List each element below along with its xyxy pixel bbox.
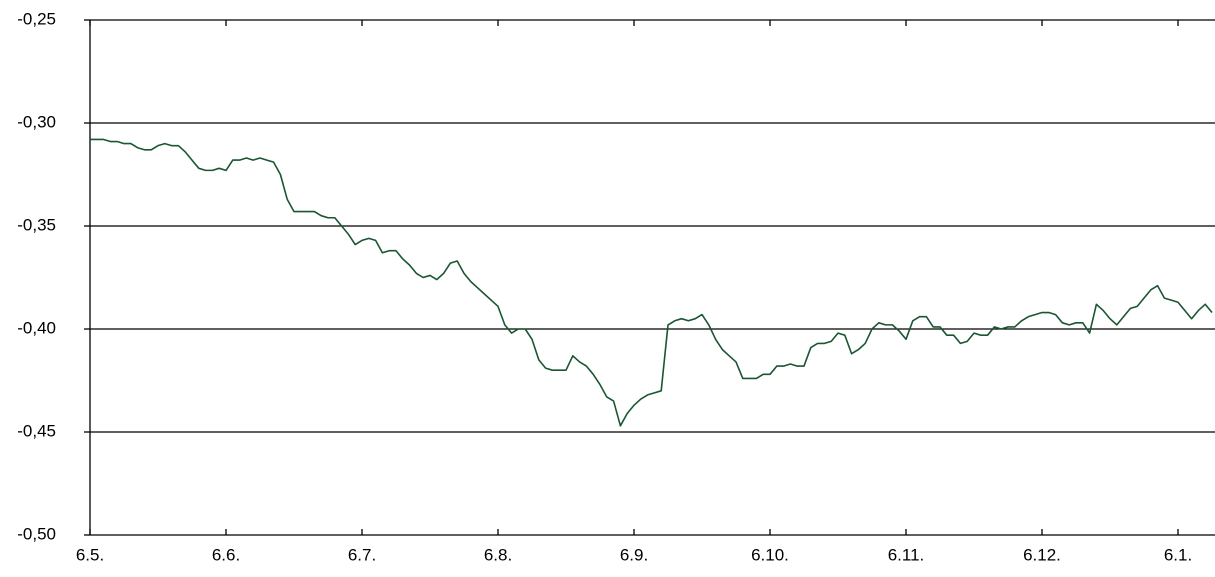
- y-tick-label: -0,25: [17, 9, 56, 28]
- x-tick-label: 6.8.: [484, 545, 512, 564]
- y-tick-label: -0,30: [17, 112, 56, 131]
- x-tick-label: 6.11.: [888, 545, 925, 564]
- line-series: [90, 138, 1213, 427]
- y-tick-label: -0,40: [17, 318, 56, 337]
- x-tick-label: 6.9.: [620, 545, 648, 564]
- y-tick-label: -0,50: [17, 524, 56, 543]
- y-tick-label: -0,45: [17, 421, 56, 440]
- x-tick-label: 6.1.: [1164, 545, 1192, 564]
- x-tick-label: 6.6.: [212, 545, 240, 564]
- x-tick-label: 6.7.: [348, 545, 376, 564]
- x-tick-label: 6.10.: [751, 545, 789, 564]
- x-tick-label: 6.12.: [1023, 545, 1061, 564]
- x-tick-label: 6.5.: [76, 545, 104, 564]
- y-tick-label: -0,35: [17, 215, 56, 234]
